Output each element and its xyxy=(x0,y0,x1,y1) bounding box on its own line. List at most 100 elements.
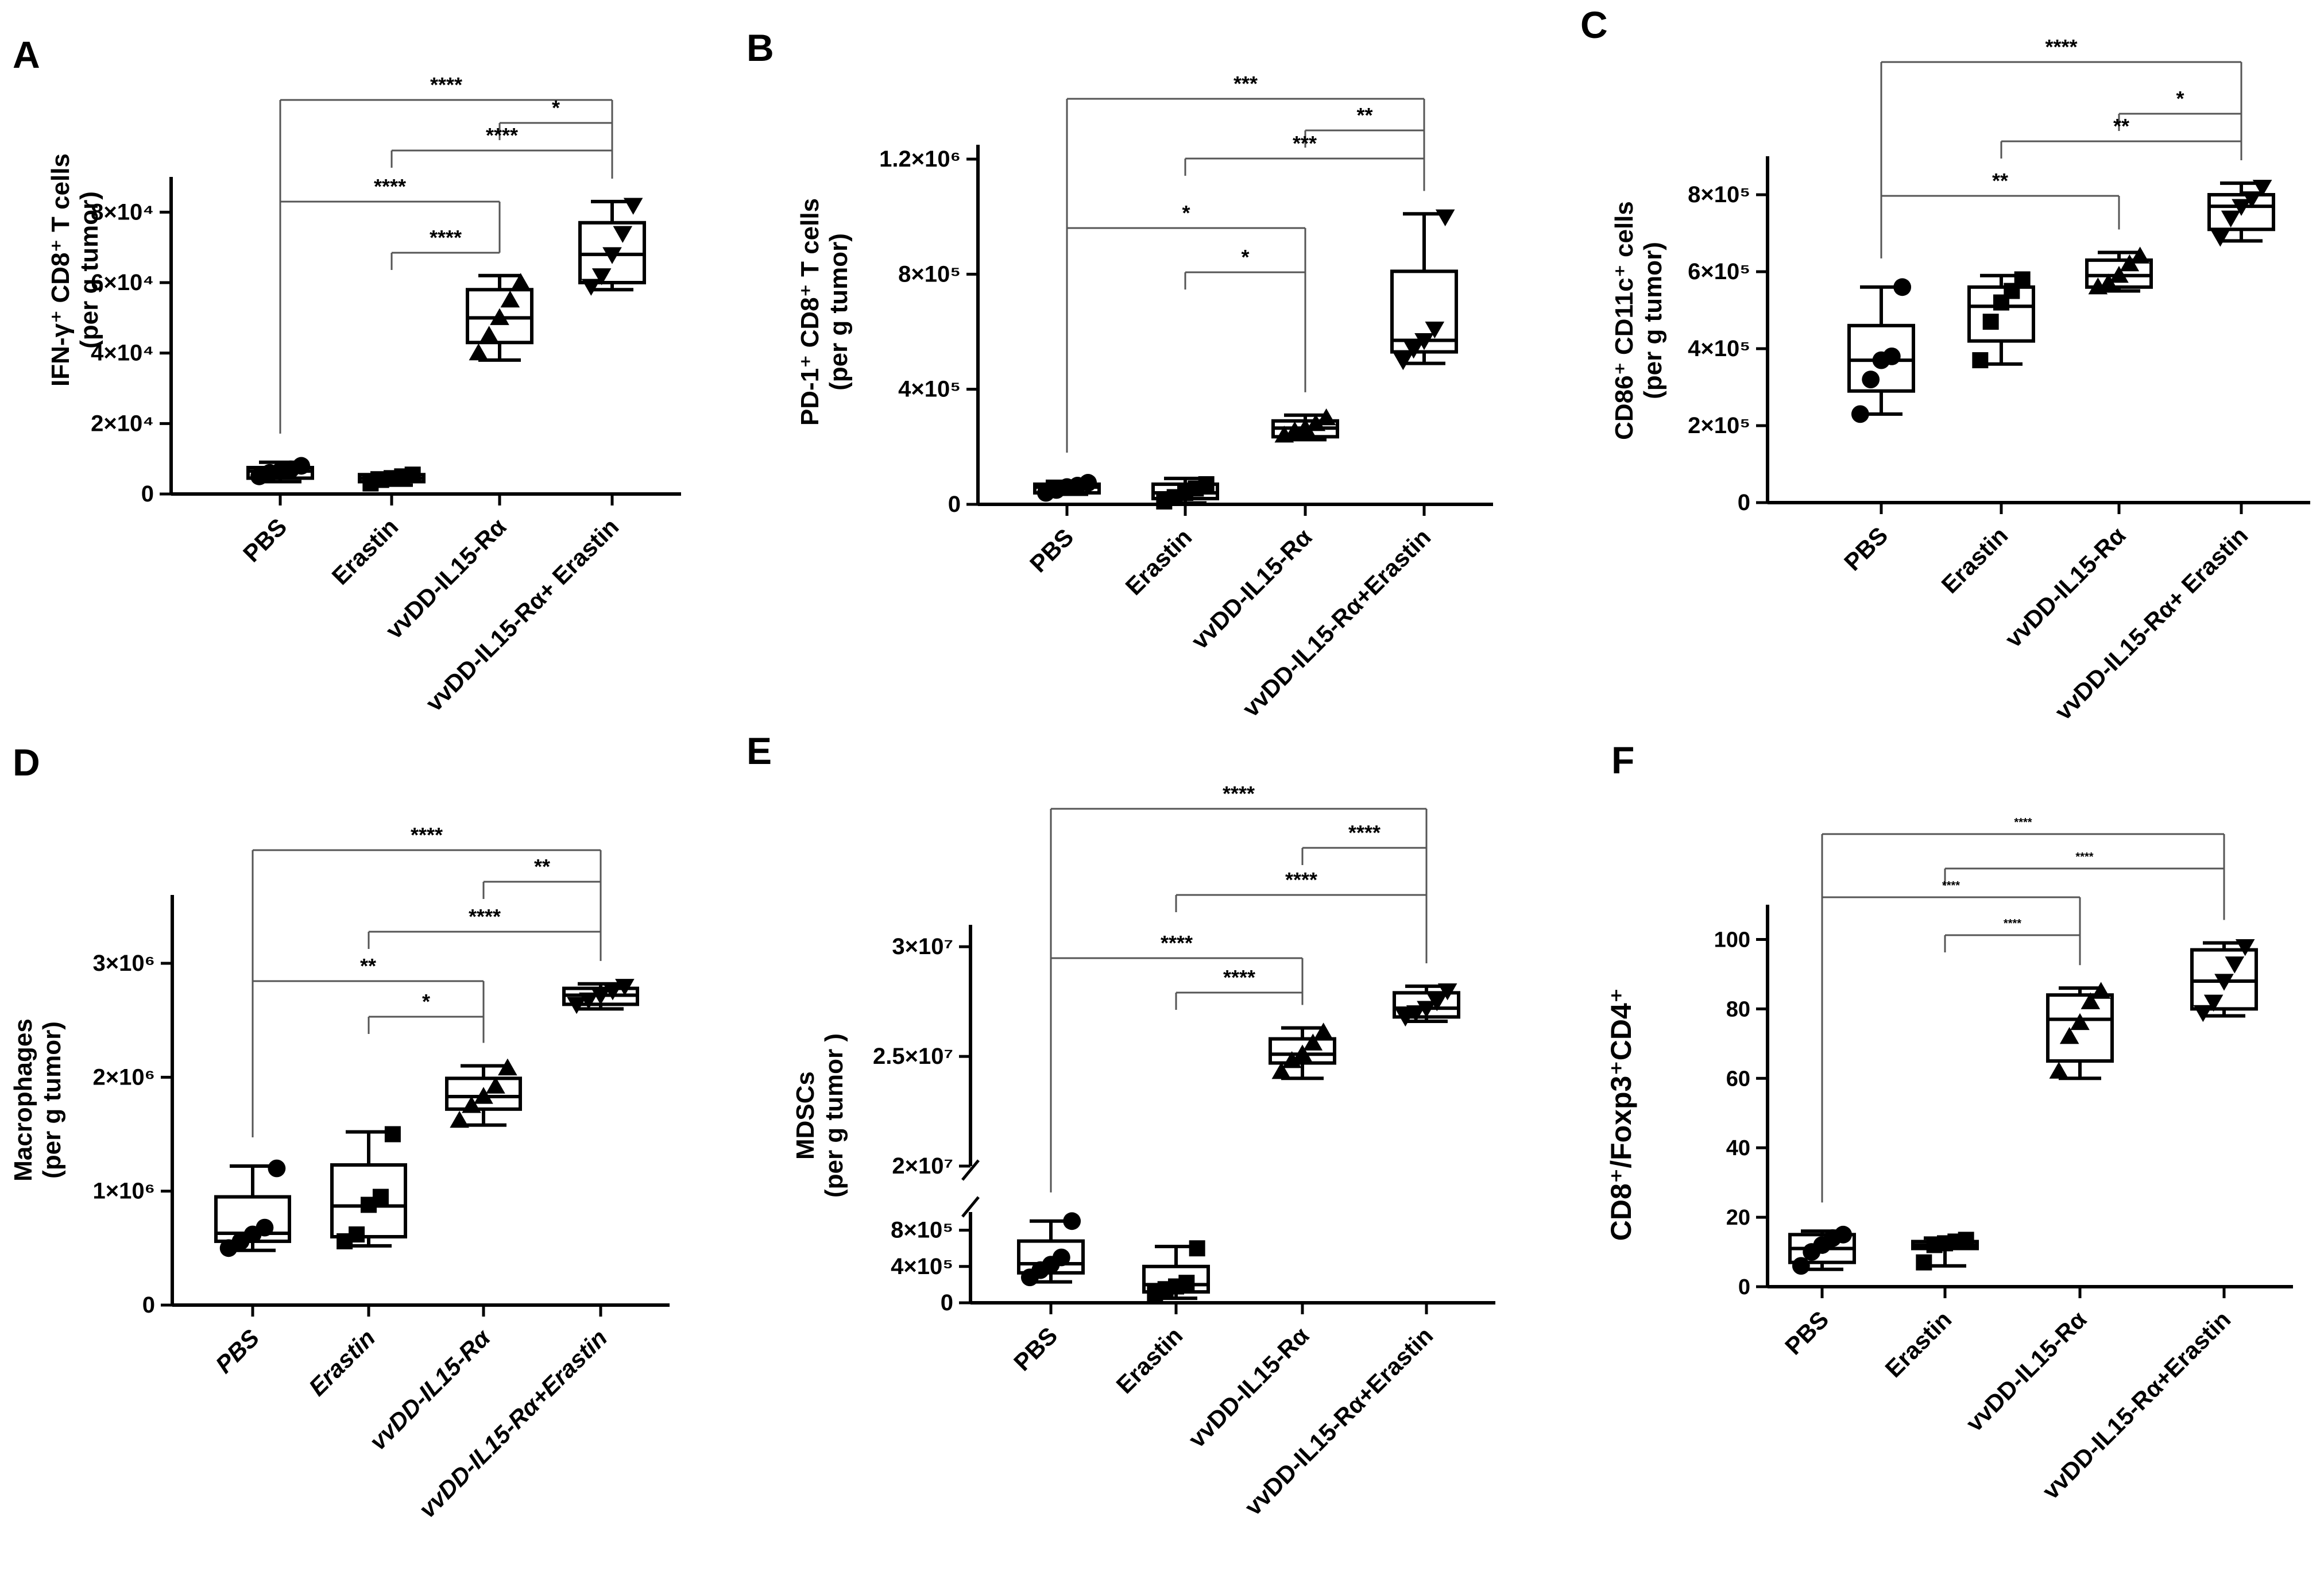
data-point-circle xyxy=(1834,1225,1853,1244)
significance-label: **** xyxy=(486,124,518,147)
data-point-triangle-up xyxy=(1313,1022,1333,1040)
data-point-triangle-down xyxy=(2225,956,2245,974)
data-point-triangle-down xyxy=(2214,974,2234,991)
data-point-triangle-up xyxy=(2098,273,2118,291)
data-point-triangle-down xyxy=(581,279,601,296)
data-point-triangle-down xyxy=(1414,333,1434,350)
panel-e: E 0 4×10⁵ 8×10⁵ 2×10⁷ 2.5×10⁷ 3×10⁷ MDSCs (per g… xyxy=(747,730,1495,1520)
y-axis-label: MDSCs xyxy=(791,1071,819,1160)
y-axis-label: IFN-γ⁺ CD8⁺ T cells xyxy=(47,153,75,387)
data-point-triangle-up xyxy=(1316,408,1336,426)
y-tick-label: 80 xyxy=(1726,997,1750,1021)
y-tick-label: 2×10⁵ xyxy=(1688,413,1750,438)
data-point-triangle-down xyxy=(1395,1009,1416,1027)
box-plot xyxy=(1847,278,1915,423)
data-point-triangle-up xyxy=(1282,1051,1302,1068)
significance-label: **** xyxy=(430,226,462,249)
significance-label: **** xyxy=(2014,816,2032,829)
data-point-triangle-down xyxy=(613,226,633,243)
y-tick-label: 0 xyxy=(1738,490,1750,515)
category-label: Erastin xyxy=(1120,523,1197,600)
y-tick-label: 2.5×10⁷ xyxy=(873,1044,953,1069)
data-point-square xyxy=(1958,1232,1974,1248)
data-point-triangle-down xyxy=(603,983,622,1001)
data-point-triangle-down xyxy=(2193,1005,2213,1022)
data-point-triangle-up xyxy=(2081,992,2101,1009)
data-point-circle xyxy=(1079,474,1097,492)
y-axis-sublabel: (per g tumor) xyxy=(1639,242,1667,399)
data-point-triangle-up xyxy=(2120,254,2140,272)
category-label: Erastin xyxy=(326,513,403,590)
y-tick-label: 1×10⁶ xyxy=(92,1179,155,1204)
category-label: vvDD-IL15-Rα+Erastin xyxy=(1237,523,1436,722)
data-point-triangle-up xyxy=(1274,426,1294,443)
box-plot xyxy=(246,457,314,485)
significance-label: **** xyxy=(2045,35,2077,59)
significance-label: * xyxy=(1182,201,1190,225)
data-point-triangle-down xyxy=(1437,983,1457,1001)
data-point-triangle-down xyxy=(579,992,598,1010)
significance-bracket: * xyxy=(368,990,485,1043)
category-label: vvDD-IL15-Rα xyxy=(1960,1306,2091,1437)
panel-f: F 0 20 40 60 80 100 CD8⁺/Foxp3⁺CD4⁺ PBS Erastin vv… xyxy=(1605,739,2293,1504)
category-label: vvDD-IL15-Rα+ Erastin xyxy=(420,513,624,716)
significance-label: **** xyxy=(2004,917,2021,930)
data-point-triangle-up xyxy=(462,1096,481,1113)
panel-a: A 0 2×10⁴ 4×10⁴ 6×10⁴ 8×10⁴ IFN-γ⁺ CD8⁺ T cell… xyxy=(13,33,681,716)
category-label: PBS xyxy=(210,1324,264,1378)
data-point-triangle-up xyxy=(1271,1062,1291,1079)
y-tick-label: 0 xyxy=(948,492,961,517)
y-tick-label: 2×10⁴ xyxy=(91,411,154,436)
panel-c: C 0 2×10⁵ 4×10⁵ 6×10⁵ 8×10⁵ CD86⁺ CD11c⁺ cells… xyxy=(1580,3,2310,725)
y-axis-sublabel: (per g tumor) xyxy=(38,1021,66,1179)
panel-letter-c: C xyxy=(1580,3,1608,46)
data-point-triangle-down xyxy=(1406,1005,1426,1022)
data-point-circle xyxy=(256,1218,274,1237)
data-point-circle xyxy=(1792,1257,1810,1275)
significance-label: * xyxy=(2176,87,2184,110)
significance-bracket: **** xyxy=(1880,35,2242,258)
data-point-triangle-down xyxy=(591,268,612,285)
significance-label: **** xyxy=(1223,966,1255,989)
data-point-square xyxy=(1982,314,1999,330)
category-label: Erastin xyxy=(303,1324,380,1401)
significance-label: **** xyxy=(1285,868,1317,892)
y-tick-label: 8×10⁵ xyxy=(1688,182,1750,207)
box-plot xyxy=(214,1159,291,1257)
box-plot xyxy=(1269,1022,1336,1080)
data-point-triangle-up xyxy=(1293,1044,1312,1062)
data-point-triangle-down xyxy=(2221,210,2241,227)
box-plot xyxy=(330,1126,407,1249)
significance-label: **** xyxy=(469,905,501,928)
data-point-triangle-up xyxy=(2049,1062,2069,1079)
data-point-triangle-down xyxy=(1425,321,1445,339)
data-point-square xyxy=(1189,1240,1205,1257)
box-plot xyxy=(562,979,639,1014)
panel-letter-e: E xyxy=(747,730,772,772)
box-plot xyxy=(1151,476,1219,510)
panel-letter-d: D xyxy=(13,741,40,784)
box-plot xyxy=(1142,1240,1210,1302)
significance-bracket: **** xyxy=(1944,851,2225,920)
category-label: vvDD-IL15-Rα xyxy=(2000,522,2130,653)
y-tick-label: 6×10⁵ xyxy=(1688,259,1750,284)
data-point-square xyxy=(404,466,421,483)
data-point-triangle-down xyxy=(567,997,586,1014)
y-tick-label: 4×10⁴ xyxy=(91,341,154,366)
category-label: Erastin xyxy=(1936,522,2013,599)
y-tick-label: 8×10⁴ xyxy=(91,199,154,225)
category-label: vvDD-IL15-Rα xyxy=(1183,1322,1314,1453)
data-point-square xyxy=(384,1126,401,1143)
data-point-triangle-up xyxy=(479,326,499,343)
data-point-triangle-up xyxy=(1306,414,1326,431)
significance-label: **** xyxy=(2075,851,2093,863)
box-plot xyxy=(1033,474,1101,502)
significance-label: **** xyxy=(430,73,462,97)
box-plot xyxy=(1393,983,1460,1027)
box-plot xyxy=(578,198,646,296)
y-tick-label: 60 xyxy=(1726,1067,1750,1091)
y-tick-label: 2×10⁶ xyxy=(92,1064,155,1090)
category-label: vvDD-IL15-Rα xyxy=(364,1323,496,1456)
significance-bracket: **** xyxy=(1821,879,2081,1203)
